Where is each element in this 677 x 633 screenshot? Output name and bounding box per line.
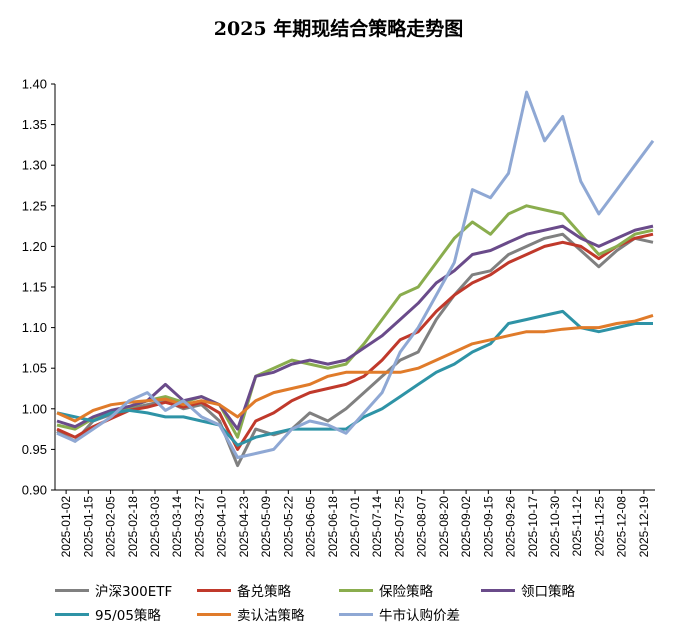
y-tick-label: 1.00 xyxy=(22,401,47,416)
x-tick-label: 2025-08-20 xyxy=(437,496,451,558)
x-tick-label: 2025-05-09 xyxy=(259,496,273,558)
legend-label-collar: 领口策略 xyxy=(521,584,575,600)
y-tick-label: 0.95 xyxy=(22,442,47,457)
x-tick-label: 2025-07-14 xyxy=(370,496,384,558)
x-tick-label: 2025-02-18 xyxy=(126,496,140,558)
legend-label-protective: 保险策略 xyxy=(379,584,433,600)
y-tick-label: 1.30 xyxy=(22,158,47,173)
y-tick-label: 0.90 xyxy=(22,483,47,498)
x-tick-label: 2025-11-25 xyxy=(592,496,606,557)
x-tick-label: 2025-09-26 xyxy=(504,496,518,558)
legend-item-shortput: 卖认沽策略 xyxy=(197,604,339,624)
legend-label-hs300: 沪深300ETF xyxy=(95,584,173,600)
legend-item-hs300: 沪深300ETF xyxy=(55,580,197,600)
legend-item-bullcall: 牛市认购价差 xyxy=(339,604,539,624)
y-tick-label: 1.15 xyxy=(22,280,47,295)
x-tick-label: 2025-12-08 xyxy=(615,496,629,558)
series-line-1 xyxy=(56,232,654,451)
x-ticks: 2025-01-02 2025-01-15 2025-02-05 2025-02-18… xyxy=(59,490,651,557)
y-ticks: 0.90 0.95 1.00 1.05 1.10 1.15 1.20 1.25 1.30 1.35… xyxy=(22,77,55,498)
x-tick-label: 2025-10-17 xyxy=(526,496,540,558)
x-tick-label: 2025-01-02 xyxy=(59,496,73,558)
series-line-3 xyxy=(56,224,654,431)
series-lines xyxy=(56,90,655,468)
x-tick-label: 2025-06-05 xyxy=(304,496,318,558)
legend-item-collar: 领口策略 xyxy=(481,580,623,600)
plot-area: 0.90 0.95 1.00 1.05 1.10 1.15 1.20 1.25 1.30 1.35… xyxy=(22,77,655,557)
legend-label-bullcall: 牛市认购价差 xyxy=(379,608,460,624)
x-tick-label: 2025-12-19 xyxy=(637,496,651,558)
series-line-6 xyxy=(56,90,655,459)
x-tick-label: 2025-09-02 xyxy=(459,496,473,558)
legend-item-covered: 备兑策略 xyxy=(197,580,339,600)
legend-swatch-collar xyxy=(481,588,515,592)
y-tick-label: 1.10 xyxy=(22,320,47,335)
legend-swatch-bullcall xyxy=(339,612,373,616)
legend-row-1: 沪深300ETF 备兑策略 保险策略 领口策略 xyxy=(55,578,655,602)
series-line-0 xyxy=(56,232,654,468)
x-tick-label: 2025-06-18 xyxy=(326,496,340,558)
y-tick-label: 1.20 xyxy=(22,239,47,254)
legend-label-covered: 备兑策略 xyxy=(237,584,291,600)
legend-item-9505: 95/05策略 xyxy=(55,604,197,624)
x-tick-label: 2025-03-27 xyxy=(192,496,206,558)
y-tick-label: 1.05 xyxy=(22,361,47,376)
x-tick-label: 2025-04-23 xyxy=(237,496,251,558)
legend-label-shortput: 卖认沽策略 xyxy=(237,608,305,624)
legend-item-protective: 保险策略 xyxy=(339,580,481,600)
legend-swatch-9505 xyxy=(55,612,89,616)
axes xyxy=(54,84,655,491)
legend-label-9505: 95/05策略 xyxy=(95,608,161,624)
x-tick-label: 2025-03-03 xyxy=(148,496,162,558)
legend-swatch-protective xyxy=(339,588,373,592)
x-tick-label: 2025-03-14 xyxy=(170,496,184,558)
x-tick-label: 2025-07-01 xyxy=(348,496,362,558)
x-tick-label: 2025-09-15 xyxy=(481,496,495,558)
legend-row-2: 95/05策略 卖认沽策略 牛市认购价差 xyxy=(55,602,655,626)
x-tick-label: 2025-07-25 xyxy=(392,496,406,558)
x-tick-label: 2025-11-12 xyxy=(570,496,584,557)
x-tick-label: 2025-08-07 xyxy=(415,496,429,558)
legend-swatch-hs300 xyxy=(55,588,89,592)
x-tick-label: 2025-04-10 xyxy=(215,496,229,558)
chart-title: 2025 年期现结合策略走势图 xyxy=(213,18,464,40)
legend-swatch-shortput xyxy=(197,612,231,616)
y-tick-label: 1.35 xyxy=(22,117,47,132)
y-tick-label: 1.25 xyxy=(22,198,47,213)
y-tick-label: 1.40 xyxy=(22,77,47,92)
x-tick-label: 2025-10-30 xyxy=(548,496,562,558)
legend-swatch-covered xyxy=(197,588,231,592)
x-tick-label: 2025-02-05 xyxy=(104,496,118,558)
x-tick-label: 2025-01-15 xyxy=(81,496,95,558)
x-tick-label: 2025-05-22 xyxy=(281,496,295,558)
legend: 沪深300ETF 备兑策略 保险策略 领口策略 95/05策略 卖认沽策略 牛市… xyxy=(55,578,655,626)
